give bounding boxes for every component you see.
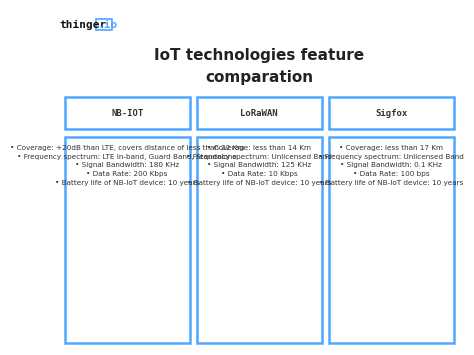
FancyBboxPatch shape	[328, 137, 454, 343]
FancyBboxPatch shape	[65, 137, 190, 343]
Text: LoRaWAN: LoRaWAN	[240, 109, 278, 118]
FancyBboxPatch shape	[197, 97, 321, 129]
FancyBboxPatch shape	[65, 97, 190, 129]
Text: • Coverage: +20dB than LTE, covers distance of less than 22 Km
• Frequency spect: • Coverage: +20dB than LTE, covers dista…	[10, 145, 244, 186]
Text: • Coverage: less than 17 Km
• Frequency spectrum: Unlicensed Band
• Signal Bandw: • Coverage: less than 17 Km • Frequency …	[318, 145, 464, 186]
Text: .io: .io	[98, 20, 118, 30]
Text: • Coverage: less than 14 Km
• Frequency spectrum: Unlicensed Band
• Signal Bandw: • Coverage: less than 14 Km • Frequency …	[186, 145, 332, 186]
Text: NB-IOT: NB-IOT	[111, 109, 143, 118]
Text: IoT technologies feature
comparation: IoT technologies feature comparation	[154, 48, 364, 85]
FancyBboxPatch shape	[328, 97, 454, 129]
FancyBboxPatch shape	[197, 137, 321, 343]
Text: Sigfox: Sigfox	[375, 109, 407, 118]
Text: thinger: thinger	[59, 20, 107, 30]
